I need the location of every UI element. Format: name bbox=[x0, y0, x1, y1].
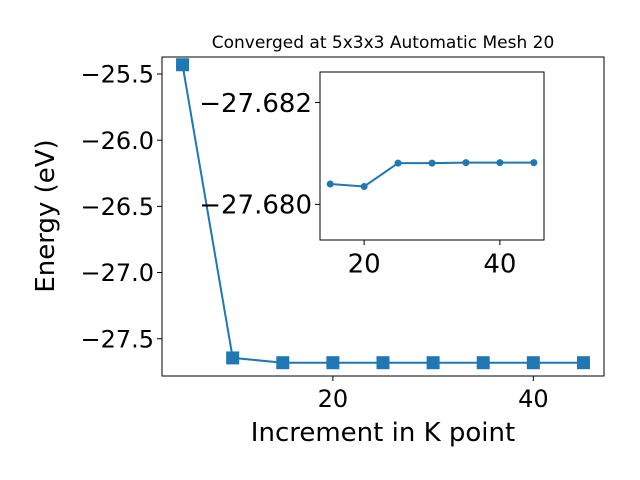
inset-data-point bbox=[360, 183, 368, 191]
inset-chart: 20 40 −27.682−27.680 bbox=[199, 71, 545, 280]
inset-series-markers bbox=[326, 159, 538, 191]
main-x-ticks: 20 40 bbox=[318, 376, 549, 413]
main-y-ticks: −25.5 −26.0 −26.5 −27.0 −27.5 bbox=[80, 61, 162, 353]
main-data-point bbox=[476, 356, 490, 370]
inset-data-point bbox=[530, 159, 538, 167]
inset-data-point bbox=[394, 159, 402, 167]
main-data-point bbox=[376, 356, 390, 370]
inset-y-tick-label: −27.680 bbox=[199, 191, 312, 221]
inset-y-tick-label: −27.682 bbox=[199, 89, 312, 119]
main-x-tick-label: 40 bbox=[518, 385, 549, 413]
main-y-tick-label: −27.0 bbox=[80, 259, 154, 287]
inset-background bbox=[320, 72, 544, 240]
chart-title: Converged at 5x3x3 Automatic Mesh 20 bbox=[212, 33, 555, 53]
main-y-tick-label: −26.0 bbox=[80, 127, 154, 155]
main-y-tick-label: −25.5 bbox=[80, 61, 154, 89]
main-y-tick-label: −26.5 bbox=[80, 193, 154, 221]
main-y-tick-label: −27.5 bbox=[80, 325, 154, 353]
main-plot-frame bbox=[161, 56, 605, 377]
main-data-point bbox=[326, 356, 340, 370]
main-x-tick-label: 20 bbox=[318, 385, 349, 413]
main-data-point bbox=[526, 356, 540, 370]
main-data-point bbox=[276, 356, 290, 370]
x-axis-label: Increment in K point bbox=[251, 418, 515, 448]
main-data-point bbox=[226, 351, 240, 365]
main-data-point bbox=[176, 58, 190, 72]
main-data-point bbox=[426, 356, 440, 370]
inset-data-point bbox=[462, 159, 470, 167]
main-data-point bbox=[576, 356, 590, 370]
main-chart: Converged at 5x3x3 Automatic Mesh 20 20 4… bbox=[31, 33, 605, 448]
inset-y-ticks: −27.682 −27.680 bbox=[199, 89, 320, 221]
inset-x-tick-label: 20 bbox=[348, 250, 381, 280]
inset-x-ticks: 20 40 bbox=[348, 240, 516, 280]
y-axis-label: Energy (eV) bbox=[31, 139, 61, 292]
inset-data-point bbox=[496, 159, 504, 167]
inset-plot-frame bbox=[319, 71, 545, 241]
inset-data-point bbox=[326, 180, 334, 188]
inset-x-tick-label: 40 bbox=[483, 250, 516, 280]
main-series-markers bbox=[176, 58, 590, 370]
inset-data-point bbox=[428, 159, 436, 167]
